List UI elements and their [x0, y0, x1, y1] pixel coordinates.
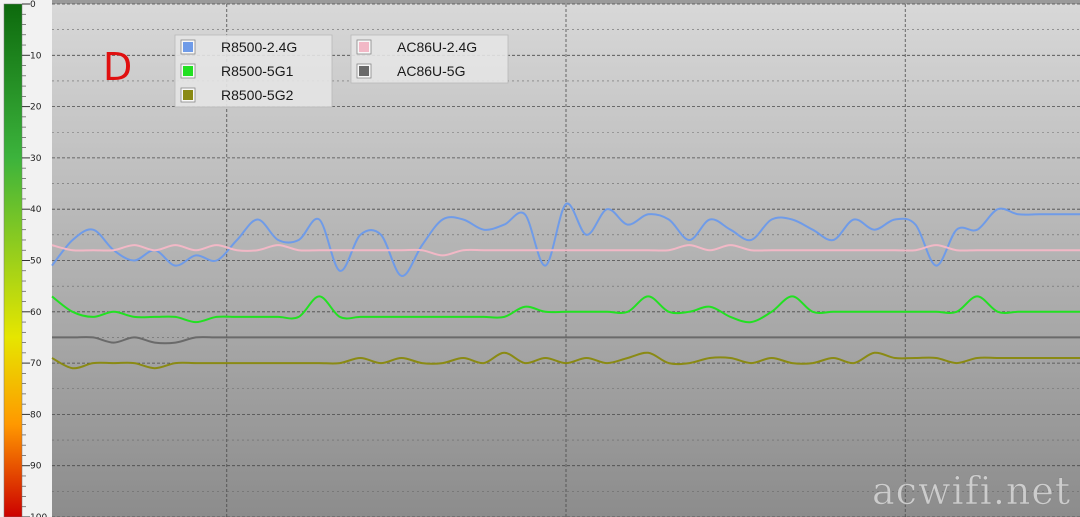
y-tick-label: 40 [30, 205, 42, 215]
legend-swatch [183, 42, 193, 52]
legend-box [350, 34, 509, 84]
legend-swatch [359, 42, 369, 52]
series-line-ac86u-5g [52, 336, 1080, 345]
y-tick-label: 30 [30, 154, 42, 164]
series-line-r8500-5g1 [51, 295, 1080, 324]
y-tick-label: 50 [30, 257, 42, 267]
legend-label: R8500-2.4G [221, 39, 297, 55]
legend: R8500-2.4G R8500-5G1 R8500-5G2 AC86U-2.4G AC… [174, 34, 509, 108]
legend-box [174, 34, 333, 108]
series-lines [51, 202, 1080, 370]
legend-swatch [359, 66, 369, 76]
legend-label: R8500-5G1 [221, 63, 294, 79]
legend-swatch [183, 90, 193, 100]
y-axis-area: 0 10 20 30 40 50 60 70 80 90 100 [0, 0, 52, 517]
y-tick-group: 0 10 20 30 40 50 60 70 80 90 100 [22, 0, 47, 517]
y-tick-label: 80 [30, 410, 42, 420]
y-tick-label: 60 [30, 308, 42, 318]
series-line-r8500-5g2 [51, 351, 1080, 370]
watermark-text: acwifi.net [872, 469, 1071, 513]
series-line-r8500-2-4g [51, 202, 1080, 277]
y-tick-label: 100 [30, 513, 47, 517]
legend-swatch [183, 66, 193, 76]
panel-annotation: D [103, 45, 132, 89]
y-tick-label: 70 [30, 359, 42, 369]
y-tick-label: 20 [30, 103, 42, 113]
legend-label: R8500-5G2 [221, 87, 294, 103]
series-line-ac86u-2-4g [51, 244, 1080, 257]
y-tick-label: 90 [30, 462, 42, 472]
legend-label: AC86U-2.4G [397, 39, 477, 55]
signal-colorbar [3, 3, 23, 517]
y-tick-label: 0 [30, 0, 36, 10]
y-tick-label: 10 [30, 51, 42, 61]
legend-label: AC86U-5G [397, 63, 465, 79]
